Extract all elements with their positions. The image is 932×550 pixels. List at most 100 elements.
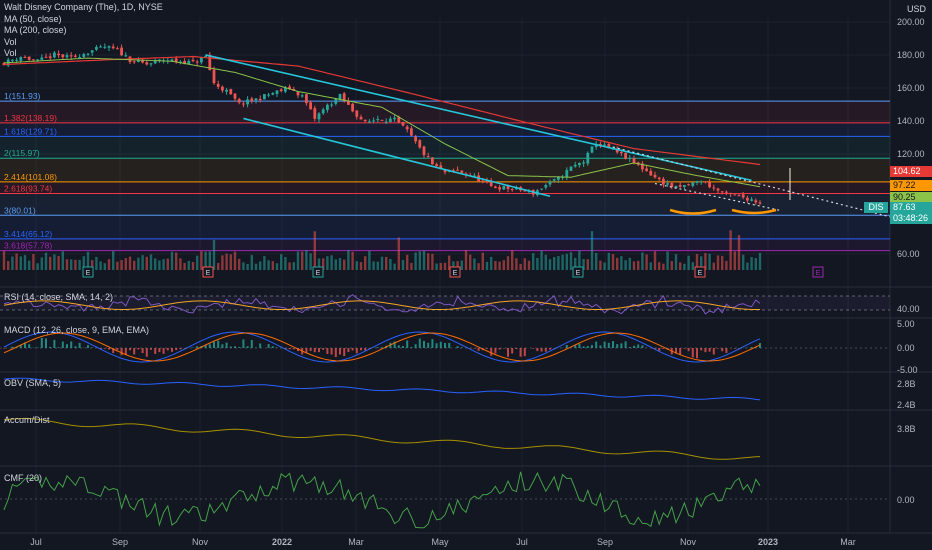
volume-bar (716, 255, 720, 270)
volume-bar (149, 254, 153, 270)
fib-band-1 (0, 122, 890, 137)
volume-bar (137, 257, 140, 270)
volume-bar (653, 251, 657, 270)
macd-hist (704, 348, 707, 353)
macd-hist (145, 348, 148, 357)
volume-bar (586, 259, 589, 270)
volume-legend-2[interactable]: Vol (4, 48, 17, 58)
macd-hist (313, 348, 316, 353)
volume-bar (670, 261, 673, 270)
cmf-title[interactable]: CMF (20) (4, 473, 42, 483)
candle-body (221, 86, 224, 91)
macd-hist (108, 348, 110, 350)
accum-title[interactable]: Accum/Dist (4, 415, 50, 425)
macd-hist (498, 348, 501, 350)
ticker-badge: DIS (864, 202, 888, 213)
candle-body (317, 113, 321, 120)
volume-bar (271, 261, 274, 270)
candle-body (510, 189, 514, 191)
macd-hist (393, 341, 396, 348)
volume-bar (141, 255, 144, 270)
volume-legend[interactable]: Vol (4, 36, 17, 47)
volume-bar (36, 263, 39, 270)
macd-hist (456, 346, 459, 348)
earnings-label-6: E (816, 270, 821, 277)
macd-hist (717, 348, 719, 349)
volume-bar (133, 260, 136, 270)
volume-bar (191, 261, 195, 270)
volume-bar (53, 254, 56, 270)
candle-body (153, 60, 157, 64)
macd-hist (137, 348, 140, 350)
macd-title[interactable]: MACD (12, 26, close, 9, EMA, EMA) (4, 325, 150, 335)
macd-hist (662, 348, 665, 349)
candle-body (418, 140, 422, 148)
volume-bar (448, 255, 451, 270)
candle-body (61, 54, 65, 58)
macd-hist (612, 341, 614, 348)
macd-hist (326, 348, 329, 354)
candle-body (86, 53, 90, 55)
earnings-label-3: E (453, 270, 458, 277)
macd-hist (124, 348, 127, 355)
candle-body (200, 57, 203, 63)
accum-axis-label-0: 3.8B (897, 424, 916, 434)
time-axis-label-10: Mar (840, 537, 856, 547)
macd-hist (259, 343, 262, 348)
macd-hist (364, 348, 367, 351)
macd-hist (700, 348, 703, 351)
time-axis-label-7: Sep (597, 537, 613, 547)
fib-label-2: 1.618(129.71) (4, 126, 57, 136)
macd-hist (3, 348, 5, 349)
ma50-legend[interactable]: MA (50, close) (4, 13, 62, 24)
ma200-legend[interactable]: MA (200, close) (4, 25, 67, 35)
volume-bar (284, 257, 287, 270)
fib-band-6 (0, 215, 890, 239)
volume-bar (637, 260, 640, 270)
volume-bar (61, 251, 64, 270)
earnings-label-0: E (86, 270, 91, 277)
candle-body (338, 94, 342, 100)
fib-band-2 (0, 136, 890, 159)
candle-body (208, 54, 212, 71)
volume-bar (704, 253, 707, 270)
macd-hist (696, 348, 698, 359)
obv-title[interactable]: OBV (SMA, 5) (4, 378, 62, 388)
candle-body (275, 90, 279, 94)
macd-hist (19, 344, 22, 348)
earnings-label-4: E (576, 270, 581, 277)
macd-hist (208, 344, 211, 348)
volume-bar (70, 259, 73, 270)
rsi-axis-label-0: 40.00 (897, 304, 920, 314)
volume-bar (238, 258, 241, 270)
rsi-title[interactable]: RSI (14, close, SMA, 14, 2) (4, 292, 114, 302)
candle-body (342, 93, 346, 102)
candle-body (494, 186, 497, 189)
candle-body (712, 187, 716, 189)
volume-bar (632, 261, 636, 270)
candle-body (330, 104, 333, 106)
price-axis-label-4: 120.00 (897, 149, 925, 159)
candle-body (431, 157, 434, 165)
candle-body (687, 184, 690, 186)
macd-hist (53, 339, 56, 348)
candle-body (582, 162, 585, 164)
candle-body (48, 56, 52, 59)
volume-bar (393, 263, 396, 270)
volume-bar (498, 261, 501, 270)
candle-body (250, 98, 254, 102)
volume-bar (221, 255, 224, 270)
macd-hist (112, 348, 115, 353)
volume-bar (275, 263, 279, 270)
volume-bar (107, 259, 111, 270)
volume-bar (502, 260, 505, 270)
macd-hist (103, 348, 106, 349)
volume-bar (557, 256, 560, 270)
time-axis-label-8: Nov (680, 537, 697, 547)
macd-hist (423, 340, 425, 348)
volume-bar (649, 262, 652, 270)
volume-bar (217, 262, 220, 270)
candle-body (187, 60, 191, 65)
candle-body (410, 128, 413, 136)
volume-bar (473, 258, 476, 270)
